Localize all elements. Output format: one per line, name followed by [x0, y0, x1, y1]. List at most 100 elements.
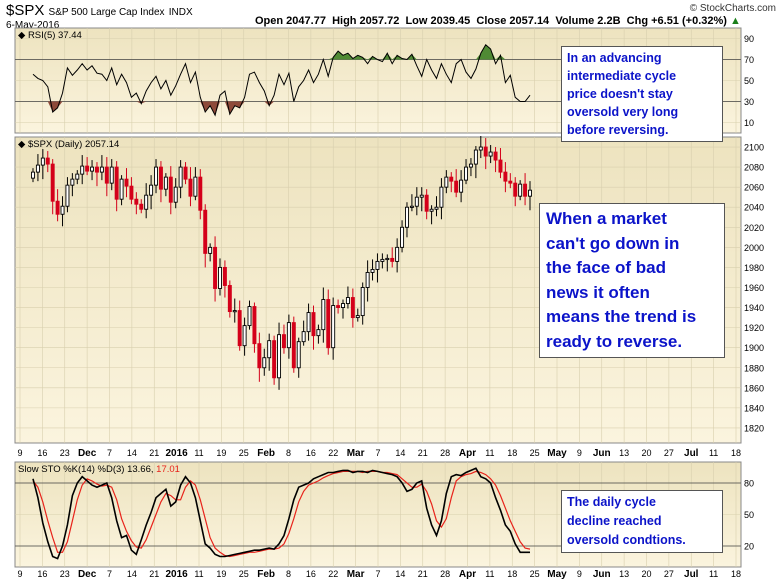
change-value: Chg +6.51 (+0.32%) — [626, 15, 727, 27]
rsi-annotation-line: price doesn't stay — [567, 87, 673, 101]
sto-annotation-line: oversold condtions. — [567, 533, 686, 547]
candle-body — [158, 166, 163, 190]
y-tick-label: 2100 — [744, 143, 764, 153]
candle-body — [316, 329, 321, 337]
candlestick — [291, 316, 296, 373]
candle-body — [183, 166, 188, 180]
x-tick-label: 27 — [664, 448, 674, 458]
candle-body — [90, 166, 95, 172]
candle-body — [286, 322, 291, 349]
stochastic-legend: Slow STO %K(14) %D(3) 13.66, 17.01 — [18, 464, 180, 475]
y-tick-label: 50 — [744, 76, 754, 86]
candlestick — [277, 322, 282, 390]
x-tick-label: 20 — [641, 569, 651, 579]
x-tick-label: Jul — [684, 569, 699, 580]
candle-body — [429, 208, 434, 212]
candle-body — [350, 297, 355, 319]
candle-body — [232, 310, 237, 313]
candlestick — [429, 205, 434, 225]
symbol-title: $SPX S&P 500 Large Cap Index INDX — [6, 2, 193, 19]
rsi-annotation: In an advancing intermediate cycle price… — [561, 46, 723, 142]
candle-body — [355, 315, 360, 319]
candle-body — [75, 173, 80, 180]
candle-body — [99, 166, 104, 173]
x-tick-label: 28 — [440, 448, 450, 458]
candle-body — [360, 287, 365, 317]
candlestick — [168, 166, 173, 215]
candlestick — [360, 282, 365, 325]
candle-body — [262, 357, 267, 369]
x-tick-label: 9 — [17, 569, 22, 579]
symbol: $SPX — [6, 2, 45, 19]
x-tick-label: 14 — [395, 448, 405, 458]
x-tick-label: 16 — [306, 448, 316, 458]
close-value: Close 2057.14 — [476, 15, 550, 27]
candle-body — [94, 166, 99, 173]
candlestick — [488, 145, 493, 164]
candle-body — [85, 165, 90, 172]
candlestick — [331, 297, 336, 360]
y-tick-label: 80 — [744, 479, 754, 489]
x-tick-label: 18 — [731, 448, 741, 458]
candlestick — [193, 167, 198, 201]
candlestick — [227, 280, 232, 318]
candlestick — [114, 161, 119, 212]
candlestick — [301, 320, 306, 346]
y-tick-label: 1820 — [744, 423, 764, 433]
price-annotation: When a market can't go down in the face … — [539, 203, 725, 358]
candle-body — [198, 176, 203, 211]
candle-body — [311, 312, 316, 337]
candlestick — [40, 149, 45, 180]
candle-body — [109, 166, 114, 184]
candle-body — [390, 257, 395, 262]
rsi-annotation-line: oversold very long — [567, 105, 679, 119]
x-tick-label: 13 — [619, 448, 629, 458]
x-tick-label: 22 — [328, 448, 338, 458]
candle-body — [478, 146, 483, 151]
candle-body — [163, 176, 168, 190]
candlestick — [252, 302, 257, 353]
candle-body — [60, 205, 65, 215]
candlestick — [90, 160, 95, 181]
x-tick-label: 11 — [194, 448, 203, 458]
candle-body — [124, 178, 129, 187]
candlestick — [493, 147, 498, 173]
candlestick — [508, 173, 513, 189]
candlestick — [198, 169, 203, 220]
candle-body — [296, 341, 301, 369]
y-tick-label: 1960 — [744, 283, 764, 293]
candlestick — [528, 181, 532, 211]
candlestick — [45, 151, 50, 173]
stochastic-d-line — [32, 470, 531, 558]
candle-body — [444, 176, 449, 188]
volume-value: Volume 2.2B — [555, 15, 621, 27]
rsi-annotation-line: before reversing. — [567, 123, 669, 137]
candle-body — [247, 306, 252, 327]
candle-body — [104, 166, 109, 184]
candle-body — [129, 185, 134, 200]
open-value: Open 2047.77 — [255, 15, 326, 27]
x-tick-label: 21 — [418, 569, 428, 579]
candlestick — [375, 253, 380, 283]
x-tick-label: 11 — [194, 569, 203, 579]
x-tick-label: May — [547, 448, 567, 459]
x-tick-label: 18 — [731, 569, 741, 579]
candlestick — [183, 162, 188, 185]
candle-body — [464, 166, 469, 181]
candle-body — [222, 266, 227, 286]
candle-body — [459, 179, 464, 193]
candlestick — [154, 159, 158, 194]
x-tick-label: 7 — [107, 569, 112, 579]
candle-body — [493, 151, 498, 161]
candle-body — [144, 194, 149, 210]
x-tick-label: 8 — [286, 569, 291, 579]
candle-body — [168, 176, 173, 203]
candlestick — [311, 305, 316, 350]
x-tick-label: 18 — [507, 448, 517, 458]
y-tick-label: 2000 — [744, 243, 764, 253]
candlestick — [31, 168, 35, 183]
low-value: Low 2039.45 — [405, 15, 471, 27]
y-tick-label: 70 — [744, 55, 754, 65]
x-tick-label: Jun — [593, 448, 611, 459]
